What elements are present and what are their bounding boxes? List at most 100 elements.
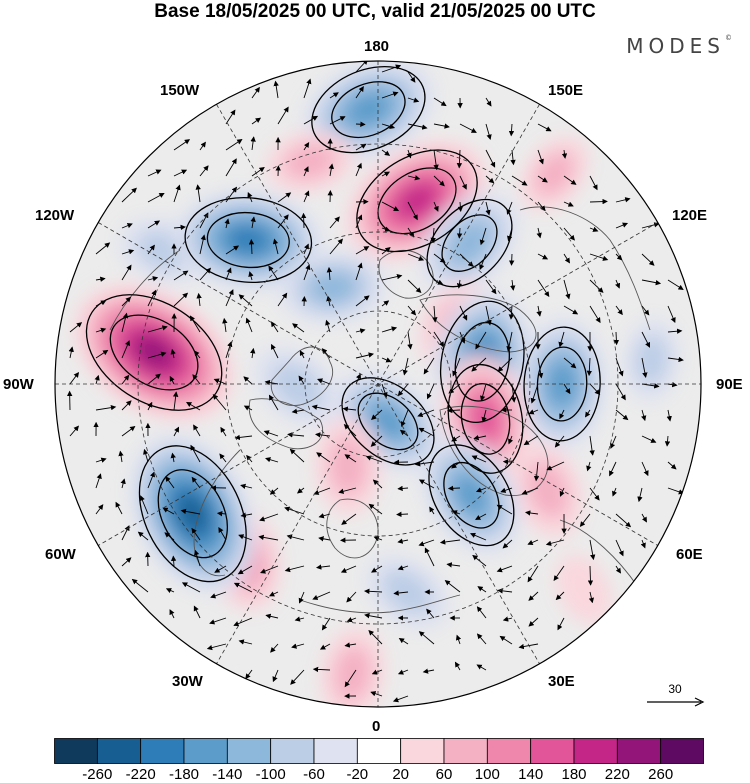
wind-vector: [338, 487, 357, 494]
wind-vector: [199, 267, 211, 281]
colorbar-swatch: [96, 738, 142, 764]
wind-vector: [500, 487, 513, 493]
wind-vector: [199, 165, 209, 177]
wind-vector: [270, 643, 279, 653]
wind-vector: [485, 279, 497, 295]
wind-vector: [326, 266, 333, 281]
wind-vector: [546, 461, 565, 471]
wind-vector: [189, 315, 201, 333]
wind-vector: [170, 555, 177, 567]
wind-vector: [147, 192, 165, 203]
wind-vector: [641, 305, 650, 316]
wind-vector: [459, 305, 468, 321]
colorbar-swatch: [183, 738, 228, 764]
wind-vector: [147, 244, 155, 255]
wind-vector: [120, 478, 126, 489]
wind-vector: [446, 407, 461, 414]
wind-vector: [381, 64, 402, 73]
wind-vector: [472, 554, 487, 567]
colorbar-tick-label: 220: [604, 766, 630, 783]
wind-vector: [471, 455, 487, 463]
anomaly-patch: [397, 184, 437, 218]
wind-reference: 30: [645, 682, 705, 712]
wind-vector: [475, 331, 487, 350]
wind-vector: [537, 357, 544, 379]
wind-vector: [433, 253, 446, 263]
wind-vector: [238, 294, 253, 307]
colorbar-swatch: [313, 738, 358, 764]
wind-vector: [381, 91, 399, 99]
wind-vector: [271, 343, 279, 359]
wind-vector: [641, 513, 647, 523]
wind-vector: [589, 383, 601, 395]
wind-vector: [536, 227, 542, 239]
wind-vector: [355, 373, 361, 385]
wind-vector: [451, 435, 461, 442]
colorbar-tick-label: 260: [648, 766, 674, 783]
colorbar: [54, 738, 704, 764]
wind-vector: [398, 638, 409, 645]
wind-vector: [212, 394, 227, 411]
wind-vector: [609, 461, 617, 477]
colorbar-swatch: [54, 738, 99, 764]
wind-vector: [545, 539, 565, 546]
wind-vector: [407, 279, 422, 294]
wind-vector: [527, 565, 539, 583]
wind-vector: [240, 512, 253, 518]
wind-vector: [213, 378, 227, 385]
wind-vector: [328, 163, 334, 177]
wind-vector: [284, 506, 305, 515]
wind-vector: [589, 226, 599, 232]
anomaly-patch: [135, 336, 173, 369]
colorbar-swatch: [140, 738, 185, 764]
colorbar-tick-label: -20: [346, 766, 369, 783]
page-title: Base 18/05/2025 00 UTC, valid 21/05/2025…: [154, 1, 596, 22]
wind-vector: [371, 409, 383, 421]
wind-vector: [210, 591, 227, 599]
wind-vector: [641, 357, 648, 378]
wind-vector: [664, 435, 671, 447]
wind-vector: [95, 327, 107, 333]
wind-vector: [370, 435, 383, 447]
wind-vector: [265, 613, 279, 619]
wind-vector: [407, 71, 416, 83]
wind-vector: [260, 565, 279, 574]
wind-vector: [218, 527, 227, 541]
wind-vector: [303, 264, 311, 281]
wind-vector: [243, 405, 253, 411]
wind-vector: [289, 448, 305, 463]
wind-vector: [641, 331, 651, 348]
wind-vector: [199, 234, 206, 255]
wind-vector: [95, 349, 109, 359]
wind-vector: [579, 513, 591, 528]
wind-vector: [641, 279, 662, 286]
wind-vector: [589, 487, 600, 501]
wind-vector: [667, 461, 677, 470]
coastlines: [109, 206, 651, 614]
wind-vector: [251, 166, 265, 177]
wind-vector: [344, 642, 357, 648]
lon-label-30e: 30E: [548, 673, 575, 690]
wind-vector: [381, 326, 398, 333]
wind-vector: [162, 507, 175, 515]
wind-vector: [329, 216, 340, 229]
brand-logo: MODES©: [626, 34, 732, 58]
anomaly-patch: [448, 221, 491, 266]
wind-vector: [303, 142, 310, 151]
wind-vector: [173, 426, 180, 437]
contour-line: [341, 377, 435, 466]
wind-vector: [329, 116, 346, 125]
contour-line: [377, 167, 457, 235]
wind-vector: [615, 409, 629, 421]
lon-label-60w: 60W: [45, 546, 76, 563]
wind-vector: [355, 162, 362, 177]
wind-vector: [371, 669, 383, 675]
wind-vector: [147, 351, 167, 359]
wind-vector: [537, 253, 549, 260]
wind-vector: [475, 487, 487, 493]
wind-vector: [559, 409, 565, 420]
wind-vector: [300, 212, 307, 229]
wind-vector: [277, 292, 288, 307]
wind-vector: [147, 289, 157, 307]
wind-vector: [95, 404, 117, 411]
